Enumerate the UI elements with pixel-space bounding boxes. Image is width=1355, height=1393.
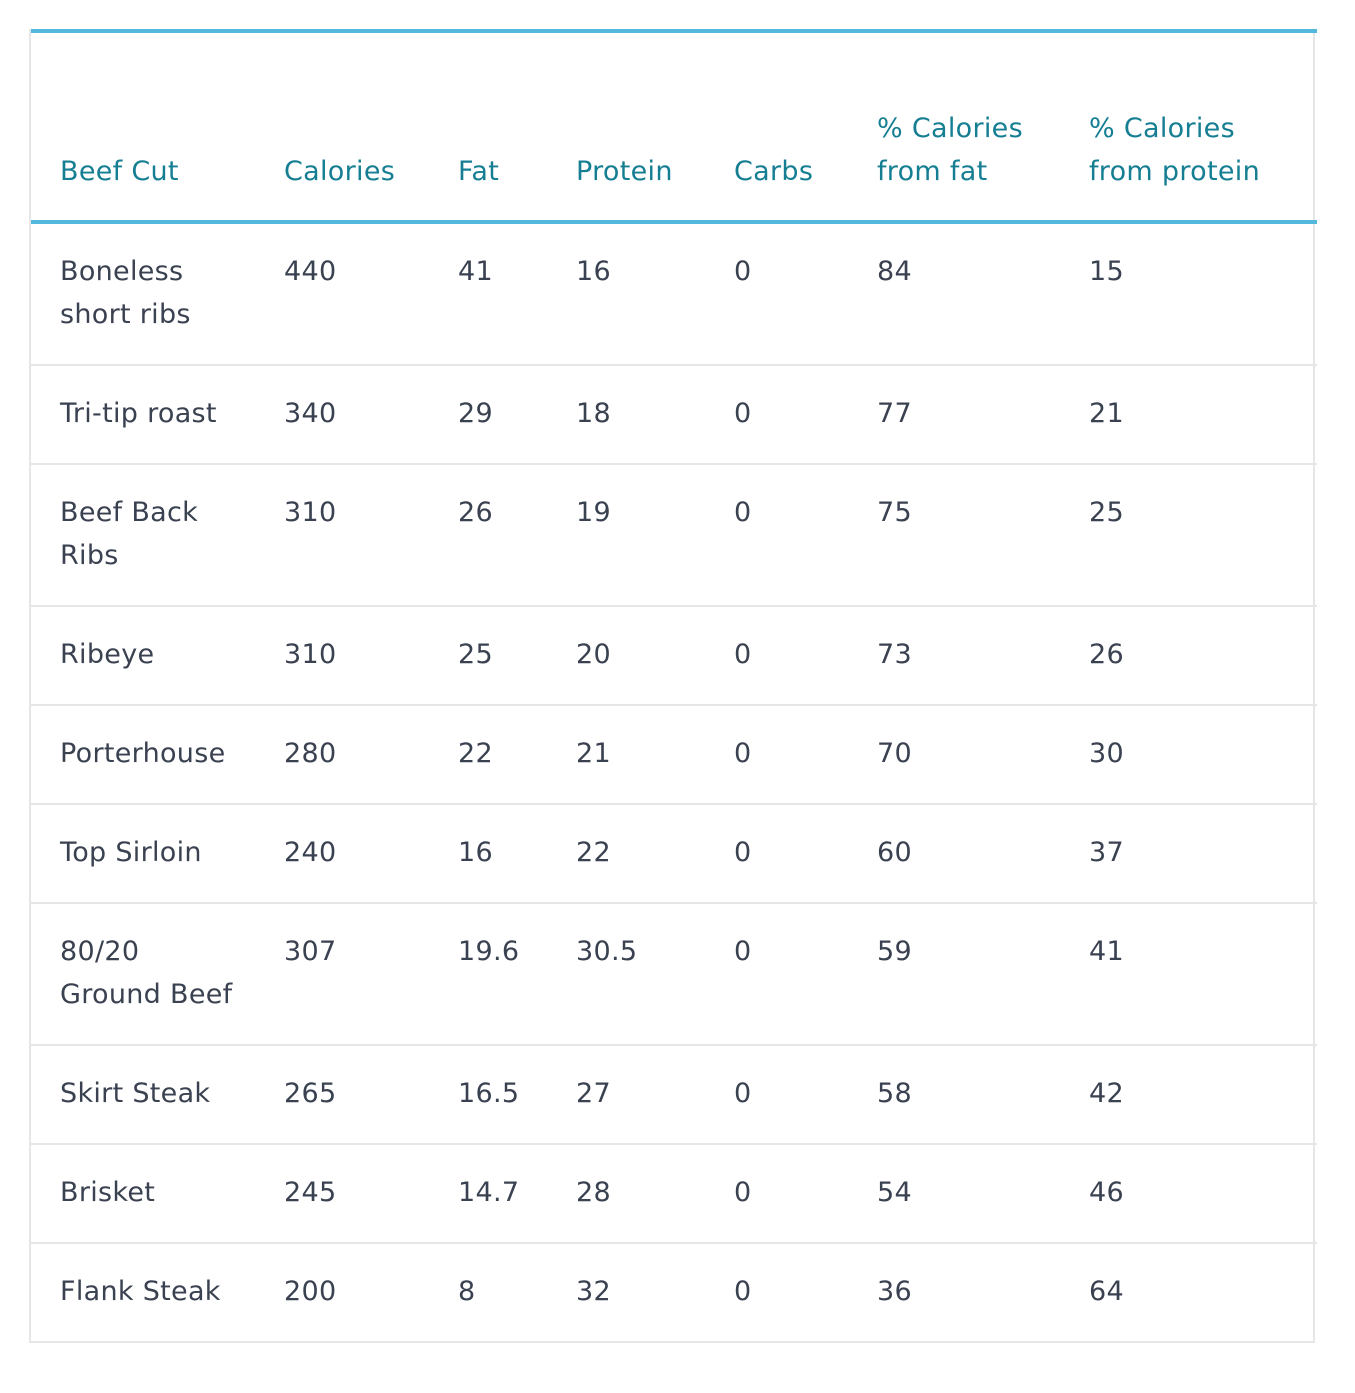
cell-protein: 22 xyxy=(576,837,611,868)
cell-fat: 8 xyxy=(458,1276,476,1307)
cell-beef-cut: Skirt Steak xyxy=(60,1078,211,1109)
cell-carbs: 0 xyxy=(734,1078,752,1109)
cell-pct-calories-protein: 41 xyxy=(1089,936,1124,967)
cell-beef-cut: Flank Steak xyxy=(60,1276,221,1307)
cell-pct-calories-protein: 42 xyxy=(1089,1078,1124,1109)
cell-pct-calories-fat: 75 xyxy=(877,497,912,528)
cell-pct-calories-protein: 30 xyxy=(1089,738,1124,769)
table-row: Skirt Steak 265 16.5 27 0 58 42 xyxy=(31,1045,1317,1144)
cell-calories: 307 xyxy=(284,936,337,967)
table-row: Top Sirloin 240 16 22 0 60 37 xyxy=(31,804,1317,903)
cell-carbs: 0 xyxy=(734,398,752,429)
cell-beef-cut: Porterhouse xyxy=(60,738,226,769)
header-pct-calories-protein: % Calories from protein xyxy=(1089,113,1260,187)
cell-fat: 25 xyxy=(458,639,493,670)
table-row: Flank Steak 200 8 32 0 36 64 xyxy=(31,1243,1317,1341)
cell-pct-calories-protein: 37 xyxy=(1089,837,1124,868)
cell-pct-calories-protein: 64 xyxy=(1089,1276,1124,1307)
cell-pct-calories-fat: 36 xyxy=(877,1276,912,1307)
cell-fat: 29 xyxy=(458,398,493,429)
cell-carbs: 0 xyxy=(734,256,752,287)
cell-carbs: 0 xyxy=(734,837,752,868)
cell-calories: 310 xyxy=(284,497,337,528)
table-row: Tri-tip roast 340 29 18 0 77 21 xyxy=(31,365,1317,464)
header-beef-cut: Beef Cut xyxy=(60,156,179,187)
cell-fat: 16 xyxy=(458,837,493,868)
cell-calories: 240 xyxy=(284,837,337,868)
cell-pct-calories-fat: 70 xyxy=(877,738,912,769)
cell-fat: 14.7 xyxy=(458,1177,520,1208)
cell-protein: 32 xyxy=(576,1276,611,1307)
table-row: Beef Back Ribs 310 26 19 0 75 25 xyxy=(31,464,1317,606)
cell-protein: 30.5 xyxy=(576,936,638,967)
cell-beef-cut: Beef Back Ribs xyxy=(60,497,199,571)
cell-carbs: 0 xyxy=(734,1177,752,1208)
cell-protein: 28 xyxy=(576,1177,611,1208)
cell-calories: 265 xyxy=(284,1078,337,1109)
cell-pct-calories-fat: 73 xyxy=(877,639,912,670)
cell-pct-calories-fat: 58 xyxy=(877,1078,912,1109)
nutrition-table-container: Beef Cut Calories Fat Protein Carbs % Ca… xyxy=(29,29,1317,1343)
cell-calories: 200 xyxy=(284,1276,337,1307)
table-row: Ribeye 310 25 20 0 73 26 xyxy=(31,606,1317,705)
cell-protein: 19 xyxy=(576,497,611,528)
cell-protein: 20 xyxy=(576,639,611,670)
cell-pct-calories-protein: 25 xyxy=(1089,497,1124,528)
cell-protein: 18 xyxy=(576,398,611,429)
header-calories: Calories xyxy=(284,156,396,187)
header-carbs: Carbs xyxy=(734,156,814,187)
header-row: Beef Cut Calories Fat Protein Carbs % Ca… xyxy=(31,31,1317,222)
cell-fat: 41 xyxy=(458,256,493,287)
cell-carbs: 0 xyxy=(734,738,752,769)
cell-pct-calories-fat: 54 xyxy=(877,1177,912,1208)
cell-calories: 310 xyxy=(284,639,337,670)
table-row: Porterhouse 280 22 21 0 70 30 xyxy=(31,705,1317,804)
cell-calories: 340 xyxy=(284,398,337,429)
table-row: Brisket 245 14.7 28 0 54 46 xyxy=(31,1144,1317,1243)
cell-fat: 22 xyxy=(458,738,493,769)
header-fat: Fat xyxy=(458,156,500,187)
cell-carbs: 0 xyxy=(734,639,752,670)
cell-protein: 16 xyxy=(576,256,611,287)
cell-beef-cut: Brisket xyxy=(60,1177,156,1208)
cell-calories: 245 xyxy=(284,1177,337,1208)
table-row: 80/20 Ground Beef 307 19.6 30.5 0 59 41 xyxy=(31,903,1317,1045)
cell-pct-calories-protein: 26 xyxy=(1089,639,1124,670)
cell-beef-cut: Boneless short ribs xyxy=(60,256,191,330)
cell-pct-calories-fat: 60 xyxy=(877,837,912,868)
cell-beef-cut: Ribeye xyxy=(60,639,155,670)
cell-protein: 27 xyxy=(576,1078,611,1109)
cell-beef-cut: Tri-tip roast xyxy=(60,398,217,429)
cell-beef-cut: 80/20 Ground Beef xyxy=(60,936,233,1010)
cell-fat: 26 xyxy=(458,497,493,528)
cell-carbs: 0 xyxy=(734,1276,752,1307)
cell-calories: 440 xyxy=(284,256,337,287)
cell-protein: 21 xyxy=(576,738,611,769)
cell-pct-calories-protein: 21 xyxy=(1089,398,1124,429)
cell-pct-calories-fat: 77 xyxy=(877,398,912,429)
cell-carbs: 0 xyxy=(734,497,752,528)
cell-pct-calories-protein: 46 xyxy=(1089,1177,1124,1208)
table-body: Boneless short ribs 440 41 16 0 84 15 Tri-tip r… xyxy=(31,222,1317,1341)
table-row: Boneless short ribs 440 41 16 0 84 15 xyxy=(31,222,1317,365)
cell-beef-cut: Top Sirloin xyxy=(60,837,202,868)
cell-carbs: 0 xyxy=(734,936,752,967)
beef-nutrition-table: Beef Cut Calories Fat Protein Carbs % Ca… xyxy=(31,29,1317,1341)
cell-fat: 19.6 xyxy=(458,936,520,967)
header-protein: Protein xyxy=(576,156,673,187)
cell-calories: 280 xyxy=(284,738,337,769)
cell-pct-calories-protein: 15 xyxy=(1089,256,1124,287)
cell-pct-calories-fat: 59 xyxy=(877,936,912,967)
cell-pct-calories-fat: 84 xyxy=(877,256,912,287)
table-header: Beef Cut Calories Fat Protein Carbs % Ca… xyxy=(31,31,1317,222)
header-pct-calories-fat: % Calories from fat xyxy=(877,113,1023,187)
cell-fat: 16.5 xyxy=(458,1078,520,1109)
